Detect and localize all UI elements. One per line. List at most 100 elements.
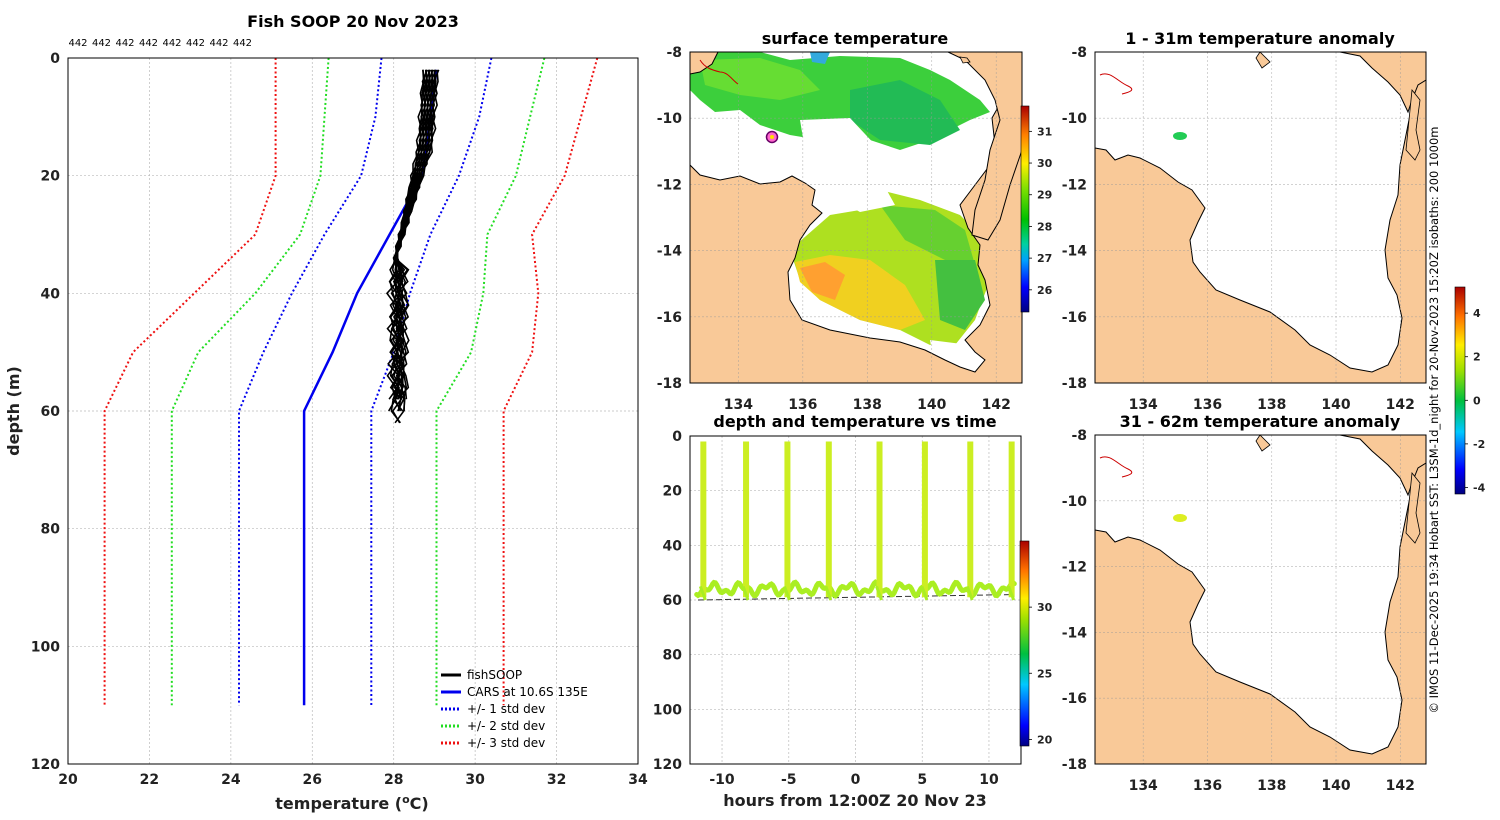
profile-ytick-label: 20 [41, 169, 61, 185]
dive-bottom-mark [783, 585, 791, 601]
surface-colorbar-label: 31 [1037, 125, 1052, 138]
surface-xtick-label: 134 [724, 397, 753, 413]
profile-legend: fishSOOP CARS at 10.6S 135E +/- 1 std de… [441, 668, 588, 750]
anom2-xtick-label: 142 [1386, 778, 1415, 794]
timeseries-xtick-label: 0 [851, 772, 861, 788]
fishsoop-cast [396, 69, 439, 400]
sst-lightgreen-north [700, 58, 820, 100]
anom1-land-peninsula [1255, 52, 1271, 69]
timeseries-xtick-label: 10 [979, 772, 999, 788]
profile-ytick-label: 60 [41, 404, 61, 420]
anom1-land-east [1405, 88, 1421, 161]
profile-xtick-label: 30 [465, 772, 485, 788]
anom1-ytick-label: -14 [1062, 244, 1088, 260]
anom2-marker [1173, 514, 1187, 522]
anom1-xtick-label: 138 [1257, 397, 1286, 413]
timeseries-ytick-label: 20 [663, 484, 683, 500]
sst-cool-patch [810, 52, 830, 64]
surface-temperature-panel: 134 136 138 140 142 -8 -10 -12 -14 -16 -18 surface… [657, 29, 1053, 413]
timeseries-track [694, 441, 1017, 601]
legend-label-fishsoop: fishSOOP [467, 668, 522, 682]
anomaly-colorbar-label: 0 [1473, 394, 1481, 407]
surface-colorbar [1020, 105, 1030, 313]
profile-xlabel-sup: o [402, 793, 410, 806]
anom1-ytick-label: -16 [1062, 310, 1087, 326]
dive-bottom-mark [824, 585, 833, 601]
surface-colorbar-ticks: 26 27 28 29 30 31 [1029, 125, 1053, 297]
anom1-ytick-label: -10 [1062, 111, 1088, 127]
profile-xlabel-main: temperature ( [275, 794, 402, 813]
profile-ytick-label: 0 [50, 51, 60, 67]
anomaly-colorbar [1454, 286, 1466, 495]
profile-top-label: 442 [186, 38, 205, 49]
fishsoop-location-dot [770, 135, 774, 139]
profile-xlabel-unit: C) [410, 794, 429, 813]
sst-field [690, 52, 1000, 372]
sst-gulf-east-green [935, 260, 985, 330]
profile-top-label: 442 [115, 38, 134, 49]
anom2-xtick-label: 134 [1129, 778, 1158, 794]
anom2-land-peninsula [1255, 435, 1271, 452]
anom1-ticks: 134 136 138 140 142 -8 -10 -12 -14 -16 -18 [1062, 45, 1415, 413]
timeseries-ytick-label: 0 [672, 429, 682, 445]
profile-ytick-label: 120 [31, 757, 60, 773]
legend-label-3std: +/- 3 std dev [467, 736, 545, 750]
anomaly-31-62m-panel: 134 136 138 140 142 -8 -10 -12 -14 -16 -18 31 - 62… [1062, 412, 1427, 794]
bottom-depth-line [697, 594, 1015, 601]
anom1-xtick-label: 136 [1193, 397, 1222, 413]
anom1-ytick-label: -12 [1062, 177, 1087, 193]
surface-island [959, 56, 971, 64]
dive-bottom-mark [741, 585, 750, 601]
surface-xtick-label: 136 [788, 397, 817, 413]
profile-ticks: 20 22 24 26 28 30 32 34 0 20 40 60 80 100 120 [31, 51, 648, 788]
profile-xtick-label: 22 [140, 772, 159, 788]
anomaly-colorbar-label: 2 [1473, 351, 1481, 364]
credit-text: © IMOS 11-Dec-2025 19:34 Hobart SST: L3S… [1427, 127, 1441, 714]
std-dev-line [103, 58, 277, 706]
profile-xtick-label: 28 [384, 772, 403, 788]
timeseries-ytick-label: 40 [663, 538, 683, 554]
surface-ytick-label: -16 [657, 310, 682, 326]
profile-xtick-label: 24 [221, 772, 241, 788]
sst-gulf-orange [800, 262, 845, 300]
surface-colorbar-label: 26 [1037, 284, 1053, 297]
surface-xtick-label: 140 [917, 397, 946, 413]
surface-land-capeyork [947, 52, 1022, 241]
anom2-ytick-label: -14 [1062, 625, 1088, 641]
profile-top-label: 442 [162, 38, 181, 49]
surface-ytick-label: -12 [657, 177, 682, 193]
profile-xtick-label: 26 [303, 772, 322, 788]
anom1-xtick-label: 134 [1129, 397, 1158, 413]
profile-top-label: 442 [233, 38, 252, 49]
anomaly-colorbar-label: -2 [1473, 438, 1485, 451]
dive-bottom-mark [920, 585, 929, 601]
surface-colorbar-label: 29 [1037, 189, 1052, 202]
timeseries-ytick-label: 100 [653, 702, 682, 718]
timeseries-ytick-label: 60 [663, 593, 683, 609]
profile-xlabel: temperature (oC) [275, 793, 428, 813]
profile-ytick-label: 40 [41, 286, 61, 302]
anom2-ytick-label: -18 [1062, 757, 1087, 773]
timeseries-xlabel: hours from 12:00Z 20 Nov 23 [723, 791, 986, 810]
timeseries-colorbar-label: 25 [1037, 667, 1052, 680]
timeseries-ytick-label: 80 [663, 648, 683, 664]
timeseries-colorbar-label: 20 [1037, 733, 1053, 746]
anom1-marker [1173, 132, 1187, 140]
dive-bottom-mark [1007, 585, 1016, 601]
surface-colorbar-label: 30 [1037, 157, 1053, 170]
anom2-ytick-label: -8 [1071, 428, 1087, 444]
profile-xtick-label: 32 [547, 772, 566, 788]
surface-colorbar-label: 28 [1037, 220, 1052, 233]
anomaly-1-31m-panel: 134 136 138 140 142 -8 -10 -12 -14 -16 -18 1 - 31m… [1062, 29, 1427, 413]
timeseries-colorbar-ticks: 20 25 30 [1029, 601, 1053, 746]
surface-xtick-label: 142 [982, 397, 1011, 413]
profile-xtick-label: 34 [628, 772, 648, 788]
sst-gulf-green [880, 205, 975, 265]
bottom-track [694, 579, 1017, 599]
profile-grid [68, 58, 638, 764]
surface-colorbar-label: 27 [1037, 252, 1052, 265]
